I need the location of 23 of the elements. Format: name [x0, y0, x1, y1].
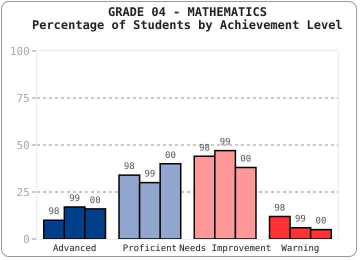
text: 98	[274, 203, 286, 214]
y-tick-label: 25	[16, 186, 30, 199]
x-tick-label: Proficient	[122, 244, 177, 254]
x-tick-label: Needs Improvement	[179, 244, 272, 254]
y-tick-label: 50	[16, 138, 30, 152]
series-label: 99	[69, 194, 80, 204]
text: 98	[124, 162, 135, 172]
text: 98	[199, 143, 210, 154]
chart-subtitle: Percentage of Students by Achievement Level	[32, 18, 343, 32]
text: 99	[294, 214, 306, 225]
text: 99	[144, 170, 156, 180]
chart-title: GRADE 04 - MATHEMATICS	[108, 5, 267, 19]
series-label: 00	[90, 196, 101, 206]
y-tick-label: 100	[10, 44, 30, 58]
x-tick-label: Advanced	[52, 244, 96, 254]
text: 00	[240, 154, 252, 165]
x-tick-label: Warning	[281, 244, 320, 254]
text: 00	[165, 150, 176, 161]
text: 00	[316, 216, 326, 227]
y-tick-label: 0	[23, 232, 30, 246]
text: 99	[220, 138, 231, 148]
series-label: 98	[48, 207, 60, 218]
y-tick-label: 75	[16, 92, 30, 105]
